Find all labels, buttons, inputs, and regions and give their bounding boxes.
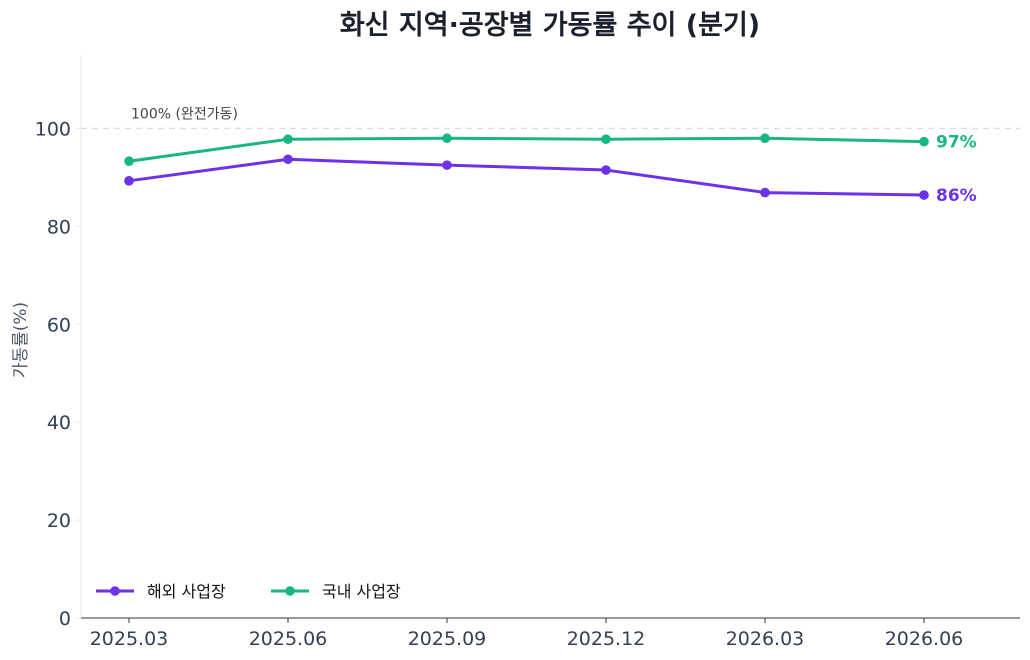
data-point (760, 187, 770, 198)
y-tick-label: 60 (47, 314, 71, 336)
data-point (601, 165, 611, 175)
legend-label: 국내 사업장 (322, 582, 401, 601)
y-tick-label: 100 (35, 118, 71, 140)
data-point (442, 133, 452, 144)
data-point (124, 176, 134, 186)
y-axis-label: 가동률(%) (11, 302, 31, 378)
series-line-1 (127, 157, 926, 197)
data-point (760, 133, 770, 144)
y-tick-label: 0 (59, 608, 71, 630)
legend-label: 해외 사업장 (147, 582, 226, 601)
x-tick-label: 2025.09 (408, 628, 487, 650)
y-tick-label: 40 (47, 412, 71, 434)
x-tick-label: 2025.06 (249, 628, 328, 650)
y-tick-label: 80 (47, 216, 71, 238)
series-line-2 (127, 136, 926, 163)
data-point (919, 190, 929, 200)
data-point (283, 154, 293, 165)
data-point (124, 156, 134, 167)
x-tick-label: 2025.03 (90, 628, 169, 650)
legend-swatch-marker (285, 586, 295, 596)
chart-title: 화신 지역·공장별 가동률 추이 (분기) (340, 10, 760, 41)
legend-swatch-marker (110, 586, 120, 596)
x-tick-label: 2025.12 (567, 628, 646, 650)
data-point (919, 136, 929, 147)
reference-line-label: 100% (완전가동) (131, 106, 238, 122)
end-value-label: 86% (936, 186, 977, 206)
y-tick-label: 20 (47, 510, 71, 532)
x-tick-label: 2026.06 (885, 628, 964, 650)
data-point (283, 134, 293, 145)
x-tick-label: 2026.03 (726, 628, 805, 650)
end-value-label: 97% (936, 133, 977, 153)
data-point (442, 160, 452, 170)
data-point (601, 134, 611, 145)
